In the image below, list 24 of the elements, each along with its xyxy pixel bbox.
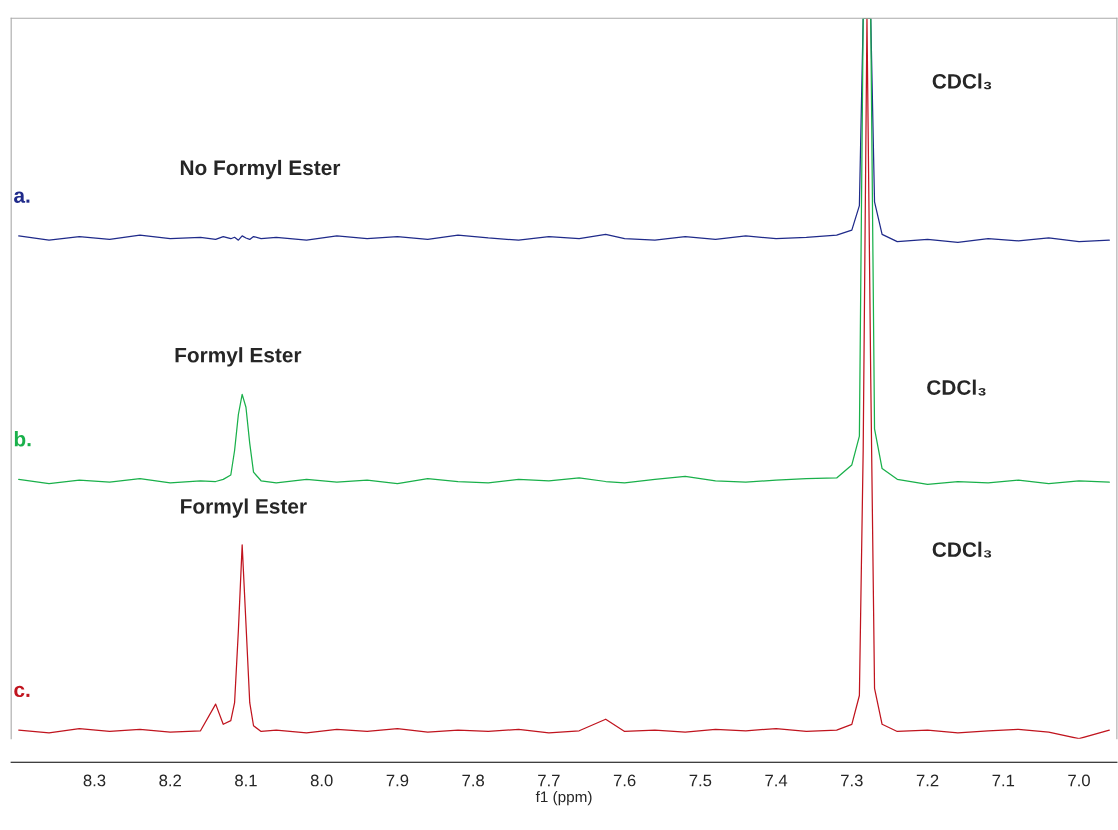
annotation: No Formyl Ester (180, 159, 341, 180)
x-tick-label: 8.1 (235, 774, 257, 787)
x-tick-label: 7.4 (765, 774, 788, 787)
annotation: CDCl₃ (927, 379, 986, 396)
x-tick-label: 7.1 (992, 774, 1015, 787)
annotation: CDCl₃ (932, 73, 992, 90)
x-tick-label: 7.2 (916, 774, 939, 787)
annotation: Formyl Ester (181, 498, 307, 518)
x-tick-label: 8.2 (159, 774, 181, 787)
annotation: CDCl₃ (932, 541, 992, 558)
x-tick-label: 7.3 (841, 774, 863, 787)
x-tick-label: 7.9 (386, 774, 409, 787)
x-axis-title: f1 (ppm) (535, 791, 592, 806)
series-label: b. (14, 431, 31, 447)
series-label: a. (14, 191, 30, 203)
x-tick-label: 7.0 (1068, 774, 1090, 787)
x-tick-label: 7.7 (538, 774, 560, 787)
x-tick-label: 8.0 (310, 774, 333, 787)
x-tick-label: 7.8 (462, 774, 485, 787)
series-label: c. (14, 685, 30, 698)
x-tick-label: 8.3 (83, 774, 106, 787)
x-tick-label: 7.6 (613, 774, 636, 787)
x-tick-label: 7.5 (689, 774, 712, 787)
annotation: Formyl Ester (175, 347, 302, 367)
